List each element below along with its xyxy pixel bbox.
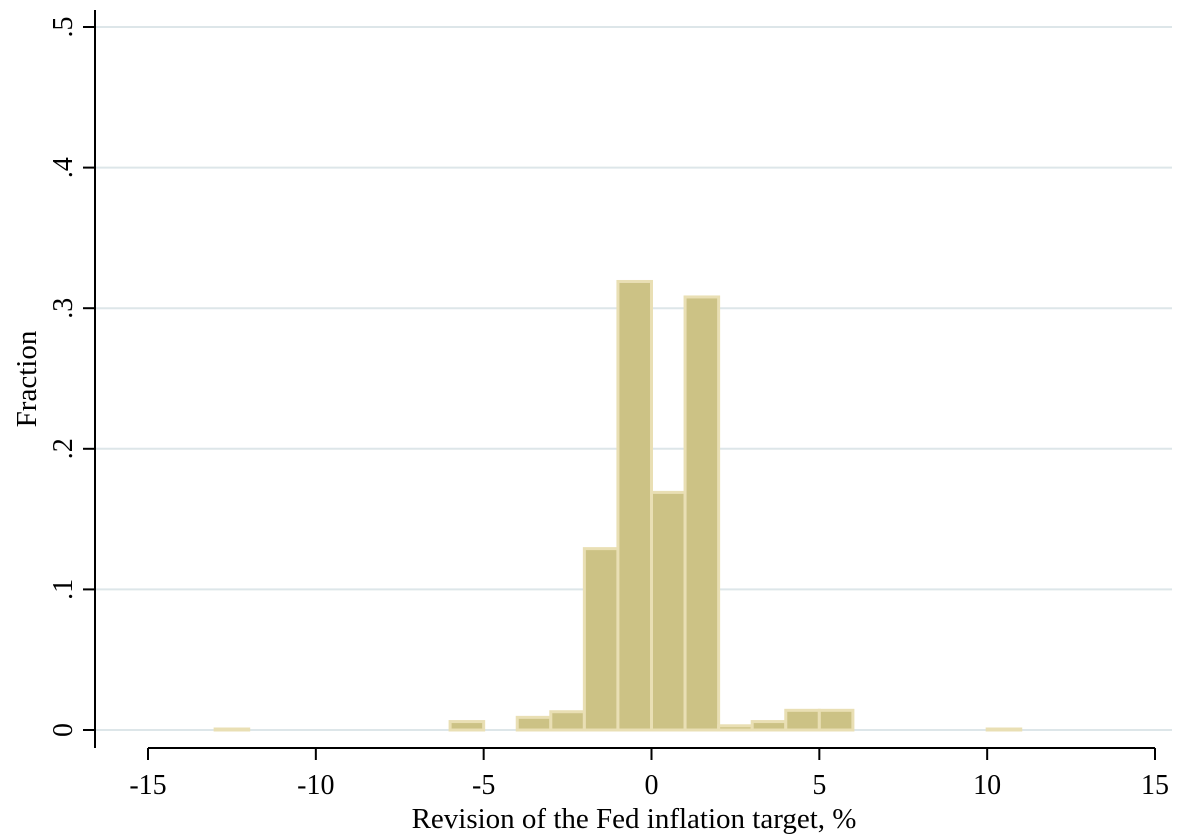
bars-layer <box>213 279 1023 732</box>
histogram-bar <box>650 490 687 732</box>
y-tick-label: .3 <box>48 298 79 319</box>
histogram-bar <box>817 708 855 732</box>
x-tick-label: -5 <box>472 770 495 801</box>
x-tick-label: 5 <box>812 770 826 801</box>
x-tick-label: 15 <box>1141 770 1169 801</box>
y-tick-label: 0 <box>48 723 79 737</box>
x-tick-label: -15 <box>129 770 166 801</box>
histogram-bar <box>784 708 821 732</box>
y-axis-title: Fraction <box>11 330 43 427</box>
x-axis-title: Revision of the Fed inflation target, % <box>412 803 857 835</box>
histogram-bar <box>549 710 586 732</box>
histogram-bar <box>213 727 251 732</box>
x-tick-label: 0 <box>645 770 659 801</box>
histogram-bar <box>717 724 754 732</box>
histogram-bar <box>616 279 654 732</box>
x-ticks: -15 -10 -5 0 5 10 15 <box>129 748 1169 801</box>
x-tick-label: -10 <box>297 770 334 801</box>
y-tick-label: .1 <box>48 579 79 600</box>
x-tick-label: 10 <box>973 770 1001 801</box>
histogram-bar <box>582 547 620 732</box>
histogram-bar <box>448 720 486 732</box>
y-tick-label: .2 <box>48 438 79 459</box>
histogram-bar <box>750 720 788 732</box>
histogram-bar <box>515 715 553 732</box>
y-tick-label: .5 <box>48 17 79 38</box>
histogram-bar <box>683 295 721 732</box>
histogram-bar <box>985 727 1023 732</box>
y-ticks: 0 .1 .2 .3 .4 .5 <box>48 17 95 737</box>
y-tick-label: .4 <box>48 157 79 178</box>
